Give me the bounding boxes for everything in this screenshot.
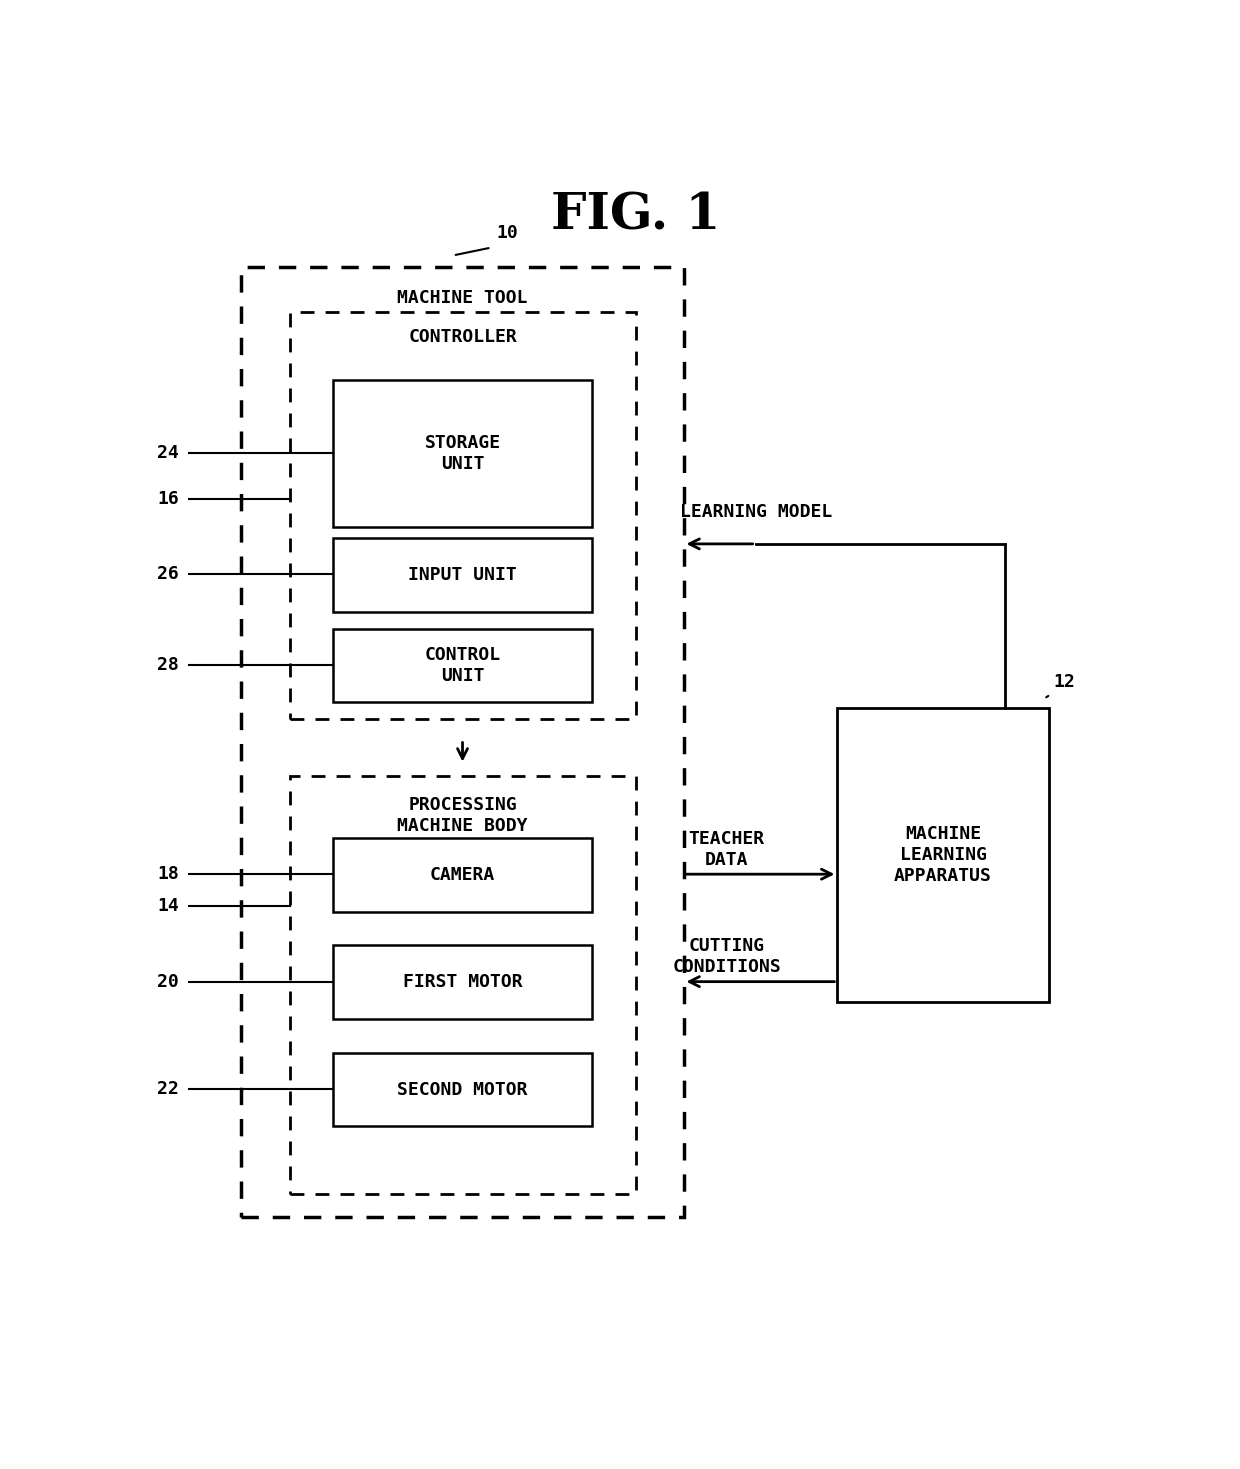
Text: CUTTING
CONDITIONS: CUTTING CONDITIONS xyxy=(672,937,781,975)
Text: STORAGE
UNIT: STORAGE UNIT xyxy=(424,433,501,473)
Text: 10: 10 xyxy=(496,223,518,242)
Text: INPUT UNIT: INPUT UNIT xyxy=(408,566,517,585)
Text: FIG. 1: FIG. 1 xyxy=(551,191,720,241)
Bar xyxy=(332,538,593,611)
Bar xyxy=(290,776,635,1194)
Text: MACHINE
LEARNING
APPARATUS: MACHINE LEARNING APPARATUS xyxy=(894,826,992,884)
Text: TEACHER
DATA: TEACHER DATA xyxy=(688,830,765,868)
Text: 16: 16 xyxy=(157,489,179,508)
Bar xyxy=(837,708,1049,1002)
Text: SECOND MOTOR: SECOND MOTOR xyxy=(397,1081,528,1099)
Text: CAMERA: CAMERA xyxy=(430,865,495,884)
Text: PROCESSING
MACHINE BODY: PROCESSING MACHINE BODY xyxy=(397,796,528,834)
Text: 18: 18 xyxy=(157,865,179,883)
Bar xyxy=(242,267,683,1216)
Text: 14: 14 xyxy=(157,898,179,915)
Text: LEARNING MODEL: LEARNING MODEL xyxy=(680,504,832,521)
Text: 22: 22 xyxy=(157,1080,179,1099)
Text: CONTROL
UNIT: CONTROL UNIT xyxy=(424,646,501,685)
Text: FIRST MOTOR: FIRST MOTOR xyxy=(403,972,522,992)
Text: 20: 20 xyxy=(157,972,179,990)
Bar xyxy=(332,380,593,527)
Bar xyxy=(332,1053,593,1127)
Bar xyxy=(332,837,593,911)
Bar xyxy=(290,311,635,720)
Text: MACHINE TOOL: MACHINE TOOL xyxy=(397,289,528,307)
Text: CONTROLLER: CONTROLLER xyxy=(408,328,517,345)
Text: 12: 12 xyxy=(1054,673,1075,690)
Text: 24: 24 xyxy=(157,445,179,463)
Text: 26: 26 xyxy=(157,566,179,583)
Text: 28: 28 xyxy=(157,657,179,674)
Bar xyxy=(332,629,593,702)
Bar xyxy=(332,946,593,1019)
